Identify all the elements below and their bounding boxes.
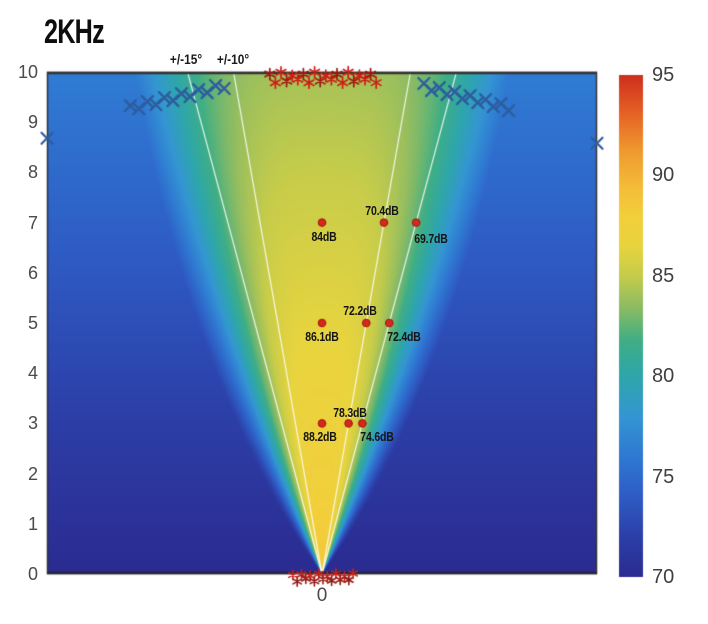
colorbar-tick-label: 85	[652, 264, 675, 287]
y-tick-label: 2	[27, 463, 38, 484]
y-tick-label: 3	[27, 413, 38, 434]
angle-label-15deg: +/-15°	[169, 52, 203, 67]
y-tick-label: 10	[17, 62, 38, 82]
y-tick-label: 5	[27, 313, 38, 333]
y-tick-label: 9	[27, 112, 38, 133]
colorbar-tick-label: 70	[652, 566, 675, 588]
db-annotation: 74.6dB	[360, 430, 395, 445]
db-annotation: 69.7dB	[414, 231, 448, 246]
y-tick-label: 7	[27, 212, 38, 233]
db-annotation: 84dB	[311, 229, 337, 244]
db-annotation: 70.4dB	[365, 203, 399, 218]
y-tick-label: 8	[27, 162, 38, 183]
colorbar-tick-label: 80	[652, 365, 675, 388]
colorbar-tick-label: 75	[652, 465, 675, 488]
chart-title: 2KHz	[44, 13, 105, 51]
db-annotation: 78.3dB	[332, 406, 367, 421]
angle-label-10deg: +/-10°	[216, 52, 250, 67]
y-tick-label: 6	[27, 262, 38, 283]
db-annotation: 72.4dB	[387, 330, 422, 344]
y-tick-label: 4	[27, 363, 38, 384]
db-annotation: 88.2dB	[303, 430, 337, 445]
y-tick-label: 1	[27, 513, 38, 534]
db-annotation: 72.2dB	[343, 304, 378, 318]
y-tick-label: 0	[27, 564, 38, 584]
colorbar-tick-label: 90	[652, 164, 675, 187]
x-tick-label: 0	[316, 585, 328, 606]
colorbar-tick-label: 95	[652, 64, 675, 86]
db-annotation: 86.1dB	[305, 330, 339, 344]
